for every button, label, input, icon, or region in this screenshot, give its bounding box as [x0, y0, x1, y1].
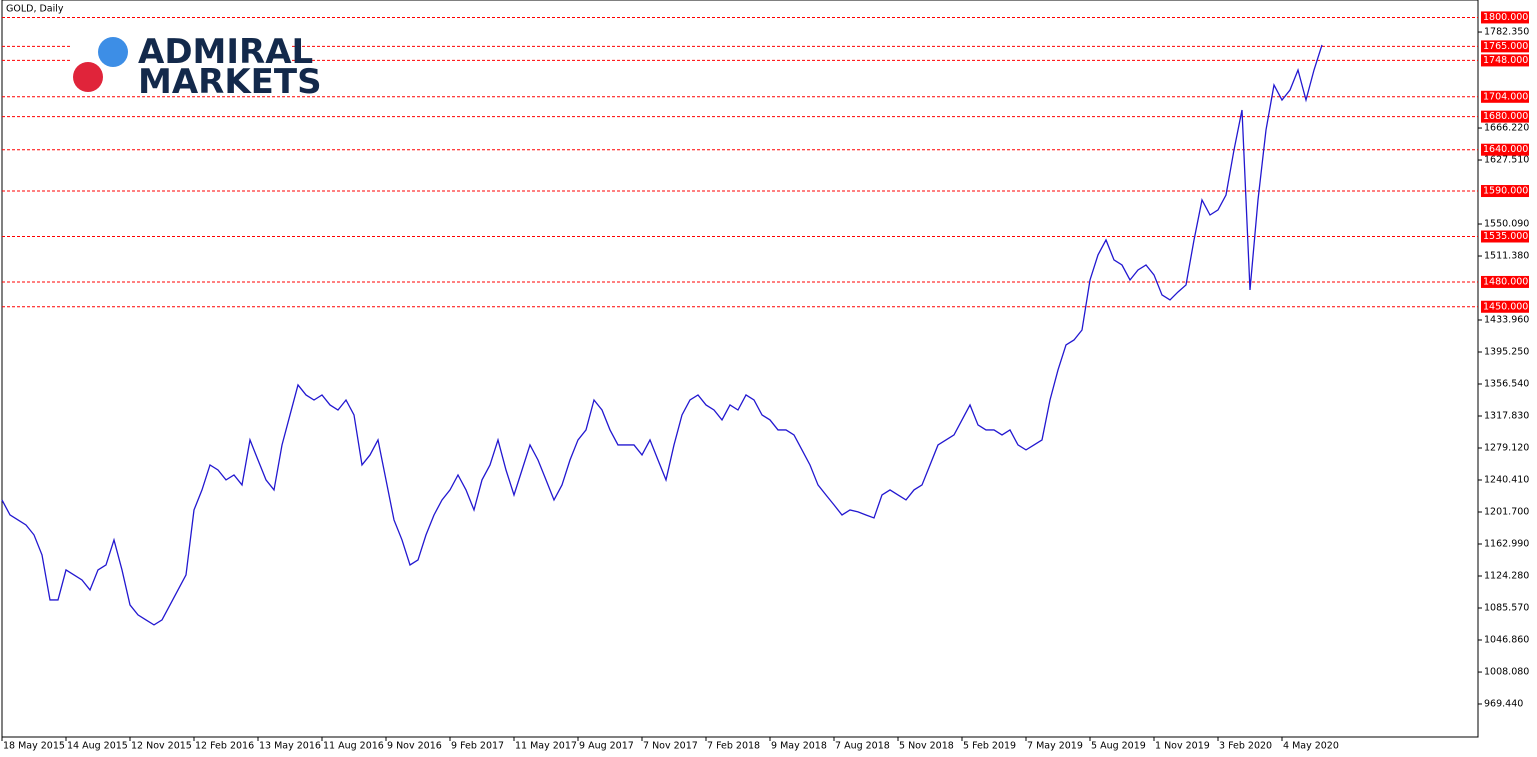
y-tick-label: 1550.090	[1484, 219, 1529, 230]
level-label-bg	[1481, 300, 1529, 313]
level-label-bg	[1481, 143, 1529, 156]
x-tick-label: 7 May 2019	[1027, 741, 1083, 752]
level-label-bg	[1481, 40, 1529, 53]
level-label-bg	[1481, 230, 1529, 243]
x-tick-label: 9 Nov 2016	[387, 741, 442, 752]
x-tick-label: 5 Feb 2019	[963, 741, 1016, 752]
x-tick-label: 14 Aug 2015	[67, 741, 128, 752]
x-tick-label: 12 Nov 2015	[131, 741, 192, 752]
x-tick-label: 7 Feb 2018	[707, 741, 760, 752]
level-label: 1640.000	[1483, 144, 1528, 155]
level-label-bg	[1481, 275, 1529, 288]
y-tick-label: 1627.510	[1484, 155, 1529, 166]
level-label-bg	[1481, 90, 1529, 103]
level-label: 1704.000	[1483, 91, 1528, 102]
level-label: 1480.000	[1483, 276, 1528, 287]
x-tick-label: 13 May 2016	[259, 741, 321, 752]
y-tick-label: 1046.860	[1484, 634, 1529, 645]
price-line	[1, 44, 1323, 626]
y-tick-label: 1085.570	[1484, 602, 1529, 613]
y-tick-label: 1666.220	[1484, 123, 1529, 134]
logo-text: ADMIRAL	[138, 32, 313, 72]
logo-dot-red	[73, 62, 103, 92]
x-tick-label: 7 Nov 2017	[643, 741, 698, 752]
y-tick-label: 1201.700	[1484, 506, 1529, 517]
level-label: 1748.000	[1483, 55, 1528, 66]
x-tick-label: 9 May 2018	[771, 741, 827, 752]
y-tick-label: 1356.540	[1484, 379, 1529, 390]
y-tick-label: 1511.380	[1484, 251, 1529, 262]
y-tick-label: 1124.280	[1484, 570, 1529, 581]
x-tick-label: 18 May 2015	[3, 741, 65, 752]
plot-frame	[1, 0, 1479, 738]
y-tick-label: 969.440	[1484, 698, 1523, 709]
x-tick-label: 11 Aug 2016	[323, 741, 384, 752]
level-label-bg	[1481, 54, 1529, 67]
y-tick-label: 1317.830	[1484, 411, 1529, 422]
y-tick-label: 1279.120	[1484, 443, 1529, 454]
x-tick-label: 9 Feb 2017	[451, 741, 504, 752]
x-tick-label: 5 Nov 2018	[899, 741, 954, 752]
level-label: 1765.000	[1483, 41, 1528, 52]
logo-text: MARKETS	[138, 62, 322, 102]
level-label-bg	[1481, 110, 1529, 123]
logo: ADMIRAL MARKETS	[70, 32, 322, 102]
x-tick-label: 1 Nov 2019	[1155, 741, 1210, 752]
x-tick-label: 7 Aug 2018	[835, 741, 890, 752]
y-tick-label: 1162.990	[1484, 538, 1529, 549]
level-label: 1800.000	[1483, 12, 1528, 23]
level-label: 1590.000	[1483, 186, 1528, 197]
y-tick-label: 1240.410	[1484, 475, 1529, 486]
y-tick-label: 1395.250	[1484, 347, 1529, 358]
x-tick-label: 11 May 2017	[515, 741, 577, 752]
x-tick-label: 5 Aug 2019	[1091, 741, 1146, 752]
x-tick-label: 4 May 2020	[1283, 741, 1339, 752]
x-tick-label: 3 Feb 2020	[1219, 741, 1272, 752]
chart-title: GOLD, Daily	[6, 4, 64, 15]
y-tick-label: 1008.080	[1484, 667, 1529, 678]
level-label-bg	[1481, 11, 1529, 24]
y-tick-label: 1782.350	[1484, 27, 1529, 38]
logo-dot-blue	[98, 37, 128, 67]
level-label: 1680.000	[1483, 111, 1528, 122]
x-tick-label: 9 Aug 2017	[579, 741, 634, 752]
level-label: 1450.000	[1483, 301, 1528, 312]
x-tick-label: 12 Feb 2016	[195, 741, 254, 752]
level-label: 1535.000	[1483, 231, 1528, 242]
level-label-bg	[1481, 185, 1529, 198]
y-tick-label: 1433.960	[1484, 315, 1529, 326]
